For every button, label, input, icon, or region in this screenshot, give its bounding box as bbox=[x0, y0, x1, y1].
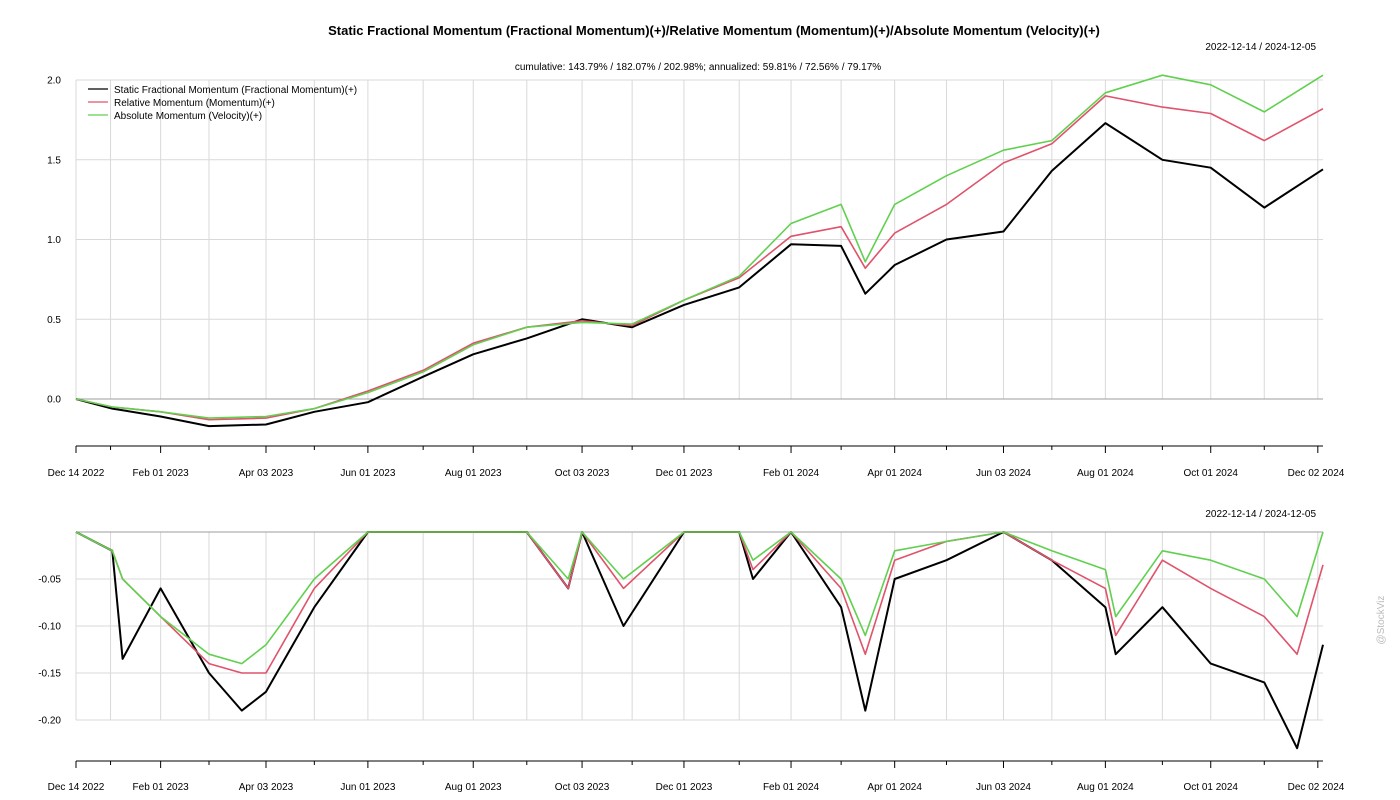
series-line-1 bbox=[75, 531, 1324, 750]
x-tick-label: Oct 01 2024 bbox=[1183, 468, 1238, 479]
series-line-2 bbox=[75, 95, 1324, 421]
y-tick-label: 0.5 bbox=[47, 315, 61, 326]
x-tick-label: Feb 01 2024 bbox=[763, 468, 820, 479]
x-tick-label: Apr 01 2024 bbox=[867, 468, 922, 479]
bottom-x-axis: Dec 14 2022 Feb 01 2023 Apr 03 2023 Jun 01 … bbox=[48, 760, 1345, 793]
x-tick-label: Apr 03 2023 bbox=[239, 468, 294, 479]
x-tick-label: Apr 01 2024 bbox=[867, 782, 922, 793]
y-tick-label: 2.0 bbox=[47, 76, 61, 87]
y-tick-label: -0.05 bbox=[38, 575, 61, 586]
top-grid bbox=[75, 79, 1323, 400]
x-tick-label: Dec 14 2022 bbox=[48, 782, 105, 793]
x-tick-label: Feb 01 2023 bbox=[133, 468, 190, 479]
chart-subtitle: cumulative: 143.79% / 182.07% / 202.98%;… bbox=[515, 62, 881, 73]
x-tick-label: Feb 01 2023 bbox=[133, 782, 190, 793]
x-tick-label: Dec 02 2024 bbox=[1288, 782, 1345, 793]
x-tick-label: Aug 01 2024 bbox=[1077, 782, 1134, 793]
x-tick-label: Apr 03 2023 bbox=[239, 782, 294, 793]
y-tick-label: -0.10 bbox=[38, 622, 61, 633]
y-tick-label: 1.0 bbox=[47, 235, 61, 246]
x-tick-label: Jun 01 2023 bbox=[340, 468, 395, 479]
x-tick-label: Dec 01 2023 bbox=[656, 468, 713, 479]
x-tick-label: Aug 01 2023 bbox=[445, 782, 502, 793]
x-tick-label: Oct 03 2023 bbox=[555, 782, 610, 793]
x-tick-label: Jun 03 2024 bbox=[976, 468, 1031, 479]
series-line-1 bbox=[75, 122, 1324, 428]
series-line-3 bbox=[75, 74, 1324, 419]
bottom-grid bbox=[75, 531, 1323, 721]
top-y-axis: 0.0 0.5 1.0 1.5 2.0 bbox=[47, 76, 61, 406]
series-line-3 bbox=[75, 531, 1324, 665]
legend-label-absolute: Absolute Momentum (Velocity)(+) bbox=[114, 111, 262, 122]
watermark: @StockViz bbox=[1376, 596, 1387, 645]
x-tick-label: Feb 01 2024 bbox=[763, 782, 820, 793]
x-tick-label: Jun 01 2023 bbox=[340, 782, 395, 793]
series-line-2 bbox=[75, 531, 1324, 674]
x-tick-label: Oct 01 2024 bbox=[1183, 782, 1238, 793]
bottom-series-lines bbox=[75, 531, 1324, 750]
x-tick-label: Dec 01 2023 bbox=[656, 782, 713, 793]
y-tick-label: -0.20 bbox=[38, 716, 61, 727]
x-tick-label: Dec 02 2024 bbox=[1288, 468, 1345, 479]
top-x-axis: Dec 14 2022 Feb 01 2023 Apr 03 2023 Jun 01 … bbox=[48, 445, 1345, 479]
bottom-date-range: 2022-12-14 / 2024-12-05 bbox=[1205, 509, 1316, 520]
y-tick-label: -0.15 bbox=[38, 669, 61, 680]
y-tick-label: 0.0 bbox=[47, 395, 61, 406]
chart-title: Static Fractional Momentum (Fractional M… bbox=[328, 23, 1100, 38]
bottom-y-axis: -0.05 -0.10 -0.15 -0.20 bbox=[38, 575, 61, 727]
x-tick-label: Aug 01 2023 bbox=[445, 468, 502, 479]
legend: Static Fractional Momentum (Fractional M… bbox=[88, 85, 357, 122]
legend-label-relative: Relative Momentum (Momentum)(+) bbox=[114, 98, 275, 109]
x-tick-label: Oct 03 2023 bbox=[555, 468, 610, 479]
legend-label-static: Static Fractional Momentum (Fractional M… bbox=[114, 85, 357, 96]
top-date-range: 2022-12-14 / 2024-12-05 bbox=[1205, 42, 1316, 53]
x-tick-label: Jun 03 2024 bbox=[976, 782, 1031, 793]
x-tick-label: Dec 14 2022 bbox=[48, 468, 105, 479]
x-tick-label: Aug 01 2024 bbox=[1077, 468, 1134, 479]
top-series-lines bbox=[75, 74, 1324, 428]
y-tick-label: 1.5 bbox=[47, 155, 61, 166]
